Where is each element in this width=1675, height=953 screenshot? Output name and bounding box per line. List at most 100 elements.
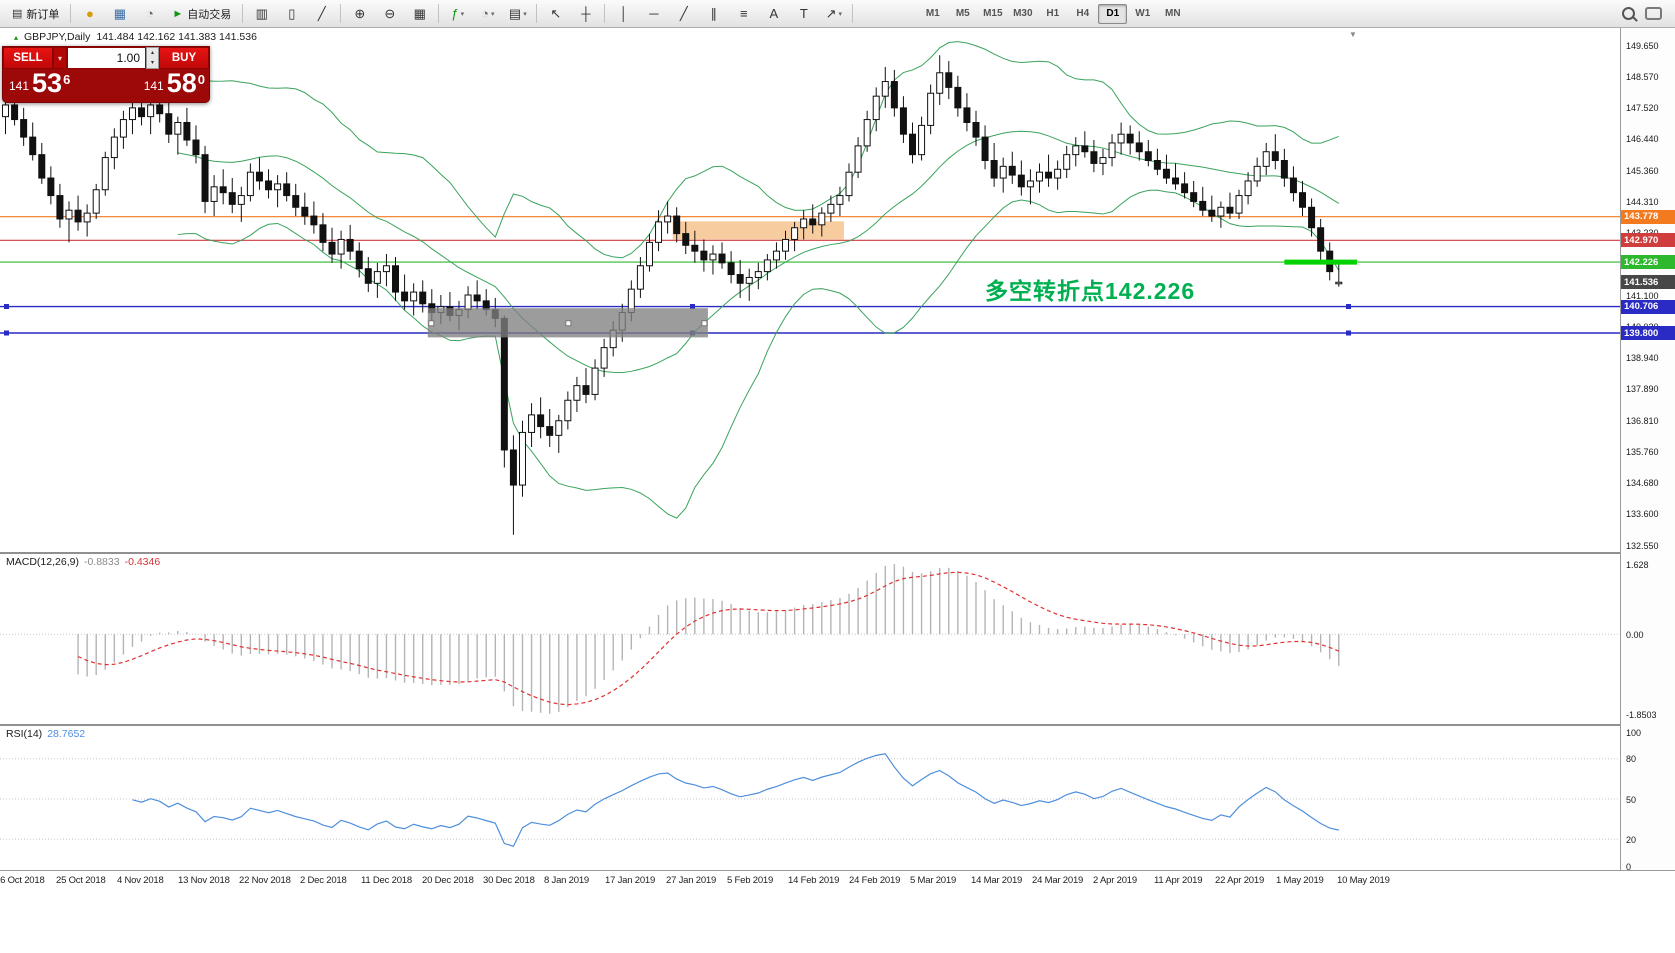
candle — [1335, 281, 1343, 285]
selection-handle — [4, 330, 9, 336]
market-watch-icon[interactable]: ▦ — [113, 5, 127, 21]
candle — [392, 265, 400, 293]
new-order-label: 新订单 — [26, 8, 60, 21]
macd-panel[interactable] — [0, 554, 1620, 724]
cursor-tool-button[interactable]: ↖ — [550, 5, 562, 21]
candle — [600, 347, 608, 369]
tile-windows-button[interactable]: ▦ — [413, 5, 426, 21]
candle — [909, 133, 916, 156]
candle — [1244, 180, 1252, 197]
candle-chart-mode-button[interactable]: ▯ — [288, 5, 296, 21]
main-price-chart[interactable] — [0, 28, 1620, 552]
arrows-tool[interactable]: ↗ ▾ — [825, 5, 842, 21]
candle — [1308, 206, 1316, 229]
panel-separator[interactable] — [0, 724, 1675, 726]
candle — [518, 431, 526, 486]
price-axis-label: 146.440 — [1626, 134, 1659, 145]
fibonacci-tool[interactable]: ≡ — [740, 6, 748, 21]
date-axis-label: 2 Dec 2018 — [300, 875, 347, 886]
new-order-button[interactable]: ▤ 新订单 — [5, 3, 66, 25]
toolbar-right — [1622, 7, 1670, 20]
stepper-down-icon[interactable]: ▾ — [150, 59, 154, 66]
buy-price[interactable]: 141 58 0 — [138, 70, 205, 97]
timeframe-mn[interactable]: MN — [1165, 8, 1181, 19]
volume-stepper[interactable]: ▴ ▾ — [146, 47, 159, 69]
timeframe-h1[interactable]: H1 — [1046, 8, 1060, 19]
timeframe-m15[interactable]: M15 — [983, 8, 1003, 19]
crosshair-tool-button[interactable]: ┼ — [581, 6, 591, 21]
candle — [555, 420, 563, 436]
candle — [1226, 206, 1234, 214]
rsi-panel[interactable] — [0, 726, 1620, 870]
candle — [283, 183, 291, 197]
vertical-line-tool[interactable]: │ — [619, 6, 628, 21]
candle — [11, 104, 19, 121]
candle — [301, 206, 309, 217]
date-axis-label: 13 Nov 2018 — [178, 875, 230, 886]
price-axis-label: 141.100 — [1626, 290, 1659, 301]
candle — [727, 262, 735, 276]
timeframe-h4[interactable]: H4 — [1076, 8, 1090, 19]
trendline-tool[interactable]: ╱ — [679, 5, 688, 21]
zoom-out-button[interactable]: ⊖ — [384, 5, 396, 21]
candle — [292, 195, 300, 208]
candle — [1117, 133, 1125, 144]
sell-price[interactable]: 141 53 6 — [3, 70, 70, 97]
timeframe-w1[interactable]: W1 — [1135, 8, 1151, 19]
price-axis-label: 143.230 — [1626, 228, 1659, 238]
candle — [255, 171, 263, 182]
candle — [800, 218, 808, 229]
text-tool[interactable]: A — [769, 6, 779, 21]
toolbar-separator — [604, 4, 606, 23]
bar-chart-mode-button[interactable]: ▥ — [255, 5, 268, 21]
candle — [138, 107, 146, 118]
timeframe-d1[interactable]: D1 — [1098, 3, 1128, 24]
candle — [736, 274, 744, 284]
resistance-zone[interactable] — [672, 221, 844, 240]
candle — [645, 241, 653, 267]
search-icon[interactable] — [1622, 7, 1635, 20]
auto-trading-button[interactable]: ► 自动交易 — [165, 3, 238, 25]
deposit-icon[interactable]: ● — [85, 6, 94, 21]
chat-icon[interactable] — [1645, 7, 1662, 20]
timeframe-m30[interactable]: M30 — [1013, 8, 1033, 19]
candle — [745, 276, 753, 284]
timeframe-m1[interactable]: M1 — [925, 8, 940, 19]
candle — [246, 171, 254, 197]
candle — [29, 136, 37, 156]
candle — [927, 92, 935, 126]
trend-annotation[interactable]: 多空转折点142.226 — [985, 278, 1196, 304]
date-axis[interactable]: 16 Oct 2018 25 Oct 2018 4 Nov 2018 13 Nov 2… — [0, 870, 1675, 894]
sound-alert-icon[interactable]: ◔ — [145, 6, 154, 21]
candle — [664, 215, 672, 223]
sell-button[interactable]: SELL — [3, 47, 53, 69]
indicators-button[interactable]: ƒ ▾ — [451, 6, 465, 21]
horizontal-line-tool[interactable]: ─ — [649, 6, 659, 21]
candle — [827, 203, 835, 214]
date-axis-label: 5 Feb 2019 — [727, 875, 774, 886]
candle — [918, 124, 926, 156]
buy-button[interactable]: BUY — [159, 47, 209, 69]
stepper-up-icon[interactable]: ▴ — [150, 49, 154, 56]
panel-separator[interactable] — [0, 552, 1675, 554]
volume-input[interactable]: 1.00 — [67, 47, 146, 69]
date-axis-label: 22 Nov 2018 — [239, 875, 291, 886]
channel-tool[interactable]: ∥ — [710, 5, 718, 21]
periods-button[interactable]: ◔ ▾ — [481, 6, 495, 21]
zoom-in-button[interactable]: ⊕ — [354, 5, 366, 21]
price-axis[interactable]: 149.650 148.570 147.520 146.440 145.360 144.3… — [1620, 28, 1675, 872]
label-tool[interactable]: T — [799, 6, 808, 21]
chart-shift-marker[interactable]: ▼ — [1349, 30, 1357, 39]
candle — [1172, 177, 1180, 185]
candle — [47, 177, 55, 197]
templates-button[interactable]: ▤ ▾ — [508, 5, 527, 21]
candle — [1054, 168, 1062, 179]
line-chart-mode-button[interactable]: ╱ — [317, 5, 326, 21]
date-axis-label: 25 Oct 2018 — [56, 875, 106, 886]
candle — [20, 119, 28, 138]
symbol-name: GBPJPY,Daily — [24, 31, 91, 43]
timeframe-m5[interactable]: M5 — [955, 8, 970, 19]
toolbar-separator — [852, 4, 854, 23]
order-type-dropdown[interactable]: ▾ — [53, 47, 67, 69]
candle — [872, 95, 880, 121]
